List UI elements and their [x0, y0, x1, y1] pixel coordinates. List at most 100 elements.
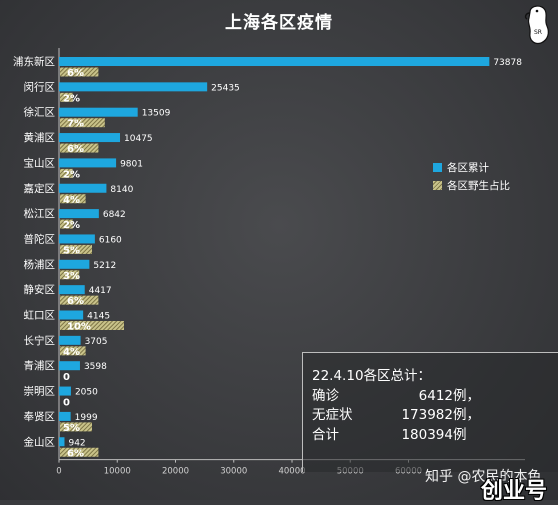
percent-value-label: 2%: [63, 93, 80, 104]
summary-key: 确诊: [312, 387, 339, 404]
summary-unit: 例，: [453, 387, 480, 404]
x-tick-label: 0: [56, 467, 61, 477]
x-tick-label: 30000: [220, 467, 247, 477]
category-label: 虹口区: [24, 310, 56, 322]
percent-bar: [60, 118, 105, 128]
count-value-label: 6160: [99, 235, 122, 245]
count-value-label: 1999: [75, 413, 98, 423]
percent-value-label: 7%: [67, 119, 84, 130]
count-bar: [59, 310, 84, 320]
count-bar: [59, 209, 99, 219]
percent-value-label: 0: [63, 398, 70, 409]
count-value-label: 5212: [93, 261, 116, 271]
percent-value-label: 4%: [63, 347, 80, 358]
category-label: 杨浦区: [24, 258, 56, 271]
category-label: 长宁区: [24, 334, 56, 347]
percent-bar: [60, 219, 73, 229]
count-bar: [59, 437, 65, 447]
category-label: 宝山区: [24, 156, 56, 169]
x-tick-label: 10000: [104, 467, 131, 477]
legend-item-count: 各区累计: [433, 158, 510, 176]
summary-row-total: 合计 180394 例: [312, 426, 558, 446]
parrot-logo: SR: [524, 5, 549, 45]
count-value-label: 10475: [124, 134, 153, 144]
summary-unit: 例: [453, 426, 467, 443]
legend-label-pct: 各区野生占比: [447, 179, 510, 192]
category-label: 浦东新区: [13, 55, 55, 68]
percent-value-label: 0: [63, 372, 70, 383]
count-value-label: 8140: [110, 185, 133, 195]
count-bar: [59, 57, 490, 66]
percent-value-label: 5%: [63, 245, 80, 256]
percent-bar: [60, 194, 86, 204]
summary-value: 180394: [401, 426, 453, 443]
category-label: 青浦区: [24, 359, 56, 372]
count-bar: [59, 183, 107, 193]
legend-label-count: 各区累计: [447, 161, 489, 174]
percent-value-label: 6%: [67, 448, 84, 459]
count-bar: [59, 361, 80, 371]
percent-value-label: 6%: [67, 296, 84, 307]
summary-unit: 例，: [453, 407, 480, 423]
percent-value-label: 6%: [67, 144, 84, 155]
count-value-label: 13509: [142, 109, 171, 119]
count-bar: [59, 411, 71, 421]
count-bar: [59, 386, 71, 396]
percent-bar: [60, 168, 73, 178]
category-label: 嘉定区: [24, 182, 56, 195]
x-tick-label: 20000: [162, 467, 189, 477]
summary-row-confirmed: 确诊 6412 例，: [312, 387, 558, 407]
count-value-label: 3598: [84, 362, 107, 372]
percent-bar: [60, 321, 124, 330]
percent-bar: [60, 422, 92, 432]
percent-bar: [60, 447, 99, 457]
legend-swatch-pct: [433, 180, 442, 190]
percent-value-label: 6%: [67, 68, 84, 79]
category-label: 黄浦区: [24, 131, 56, 144]
count-bar: [59, 107, 138, 117]
percent-bar: [60, 244, 92, 254]
count-value-label: 4417: [89, 286, 112, 296]
corner-watermark: 创业号: [481, 479, 548, 504]
count-value-label: 25435: [211, 83, 240, 93]
legend-swatch-count: [433, 162, 442, 172]
percent-bar: [60, 67, 99, 77]
percent-value-label: 2%: [63, 220, 80, 231]
category-label: 松江区: [24, 207, 56, 220]
chart-title: 上海各区疫情: [225, 13, 333, 33]
count-bar: [59, 133, 121, 143]
watermark: 知乎 @农民的本色: [425, 469, 542, 485]
percent-bar: [60, 295, 99, 305]
x-tick-label: 40000: [278, 467, 305, 477]
summary-value: 6412: [418, 387, 453, 404]
percent-bar: [60, 346, 86, 356]
summary-heading: 22.4.10各区总计：: [312, 368, 432, 384]
percent-value-label: 4%: [63, 195, 80, 206]
percent-bar: [60, 92, 73, 102]
count-value-label: 73878: [493, 58, 522, 68]
count-bar: [59, 234, 95, 244]
count-bar: [59, 335, 81, 345]
category-label: 金山区: [24, 435, 56, 448]
count-value-label: 4145: [87, 312, 110, 322]
category-label: 闵行区: [24, 80, 56, 93]
percent-value-label: 5%: [63, 423, 80, 434]
count-value-label: 9801: [120, 159, 143, 169]
count-value-label: 3705: [85, 337, 108, 347]
percent-value-label: 10%: [67, 322, 91, 333]
category-label: 普陀区: [24, 232, 56, 245]
count-bar: [59, 259, 90, 269]
count-bar: [59, 82, 208, 92]
logo-text: SR: [534, 29, 542, 36]
count-value-label: 2050: [75, 388, 98, 398]
count-value-label: 6842: [103, 210, 126, 220]
summary-key: 无症状: [312, 407, 353, 423]
count-bar: [59, 158, 117, 168]
percent-value-label: 2%: [63, 169, 80, 180]
category-label: 崇明区: [24, 386, 56, 398]
count-value-label: 942: [68, 438, 85, 448]
summary-value: 173982: [401, 407, 453, 423]
category-label: 徐汇区: [24, 106, 56, 119]
category-label: 奉贤区: [24, 410, 56, 423]
